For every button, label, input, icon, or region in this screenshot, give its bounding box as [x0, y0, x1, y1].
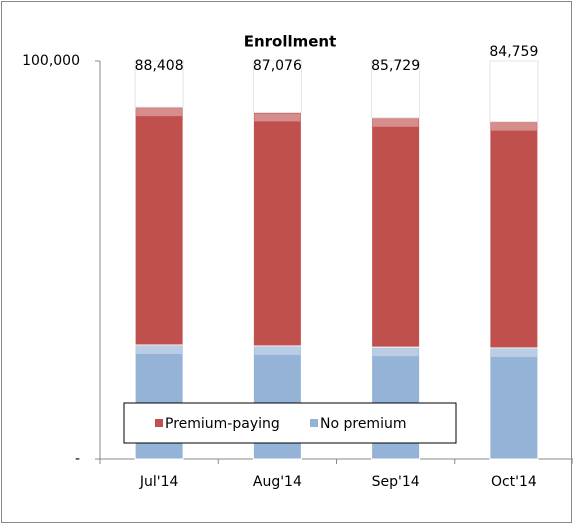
legend-box — [123, 402, 457, 444]
total-box — [371, 60, 421, 119]
bar-segment — [371, 117, 421, 348]
legend-label: No premium — [320, 416, 406, 432]
total-box — [134, 60, 184, 108]
total-box — [252, 60, 302, 113]
total-label: 84,759 — [489, 44, 538, 60]
bar-highlight — [372, 118, 419, 127]
x-tick-label: Jul'14 — [139, 474, 179, 490]
x-tick-label: Oct'14 — [491, 474, 537, 490]
bar-highlight — [490, 348, 537, 357]
bar-segment — [489, 121, 539, 349]
bar-segment — [489, 347, 539, 460]
total-label: 85,729 — [371, 58, 420, 74]
x-tick-label: Sep'14 — [372, 474, 420, 490]
bar-highlight — [254, 113, 301, 122]
bar-highlight — [254, 346, 301, 355]
y-tick-label: - — [75, 451, 80, 467]
total-label: 88,408 — [135, 58, 184, 74]
total-label: 87,076 — [253, 58, 302, 74]
bar-segment — [252, 111, 302, 347]
bar-highlight — [136, 346, 183, 355]
x-tick-label: Aug'14 — [253, 474, 302, 490]
bar-highlight — [372, 348, 419, 357]
legend-swatch — [310, 419, 318, 427]
legend-swatch — [155, 419, 163, 427]
total-box — [489, 60, 539, 123]
bar-highlight — [136, 108, 183, 117]
bar-segment — [134, 106, 184, 346]
y-tick-label: 100,000 — [22, 53, 80, 69]
legend-label: Premium-paying — [165, 416, 280, 432]
chart-title: Enrollment — [244, 33, 337, 51]
bar-highlight — [490, 122, 537, 131]
